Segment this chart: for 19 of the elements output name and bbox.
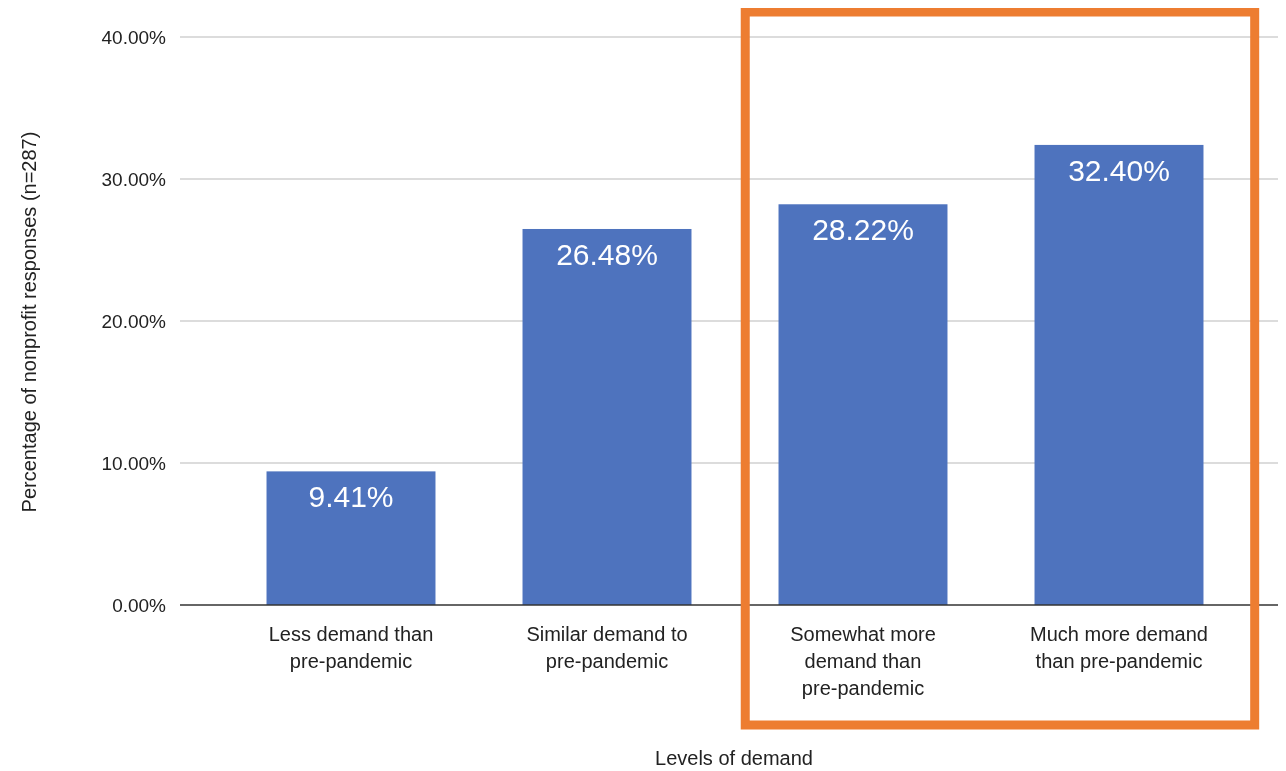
data-label: 9.41%: [308, 480, 394, 514]
x-tick-label: Much more demand than pre-pandemic: [1030, 623, 1208, 672]
bar: [1034, 144, 1204, 605]
data-label: 28.22%: [812, 213, 914, 247]
y-axis-title: Percentage of nonprofit responses (n=287): [18, 131, 40, 513]
data-label: 26.48%: [556, 237, 658, 271]
x-tick-label: Similar demand to pre-pandemic: [526, 623, 688, 672]
bar: [778, 204, 948, 605]
y-tick-label: 30.00%: [101, 168, 167, 190]
data-label: 32.40%: [1068, 153, 1170, 187]
y-tick-label: 40.00%: [101, 26, 167, 48]
y-tick-label: 0.00%: [112, 594, 167, 616]
y-tick-label: 20.00%: [101, 310, 167, 332]
x-tick-label: Somewhat more demand than pre-pandemic: [790, 623, 936, 699]
x-tick-label: Less demand than pre-pandemic: [268, 623, 434, 672]
y-tick-label: 10.00%: [101, 452, 167, 474]
bar: [266, 471, 436, 605]
bar: [522, 228, 692, 605]
x-axis-title: Levels of demand: [655, 747, 813, 769]
